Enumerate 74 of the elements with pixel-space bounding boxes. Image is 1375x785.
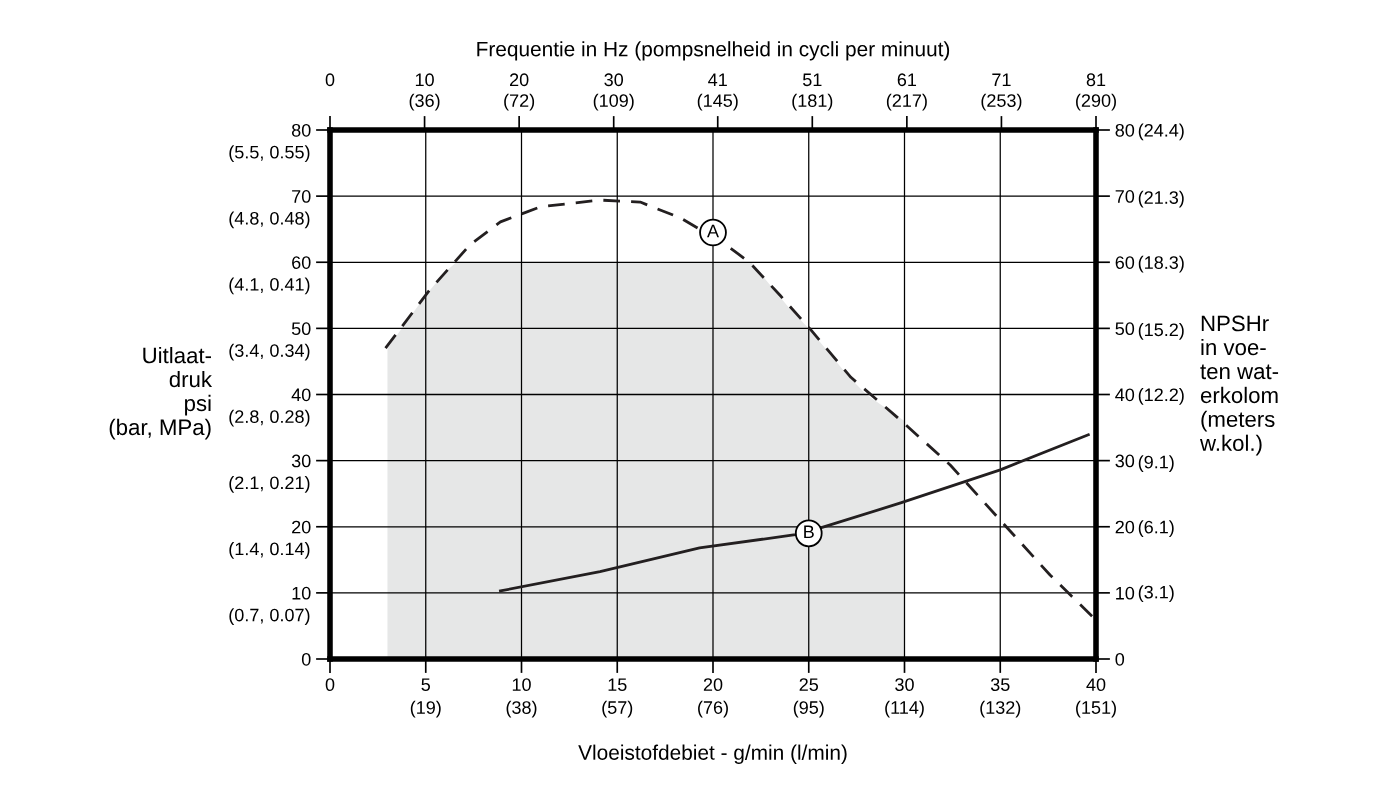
y2-tick-label: 20 <box>1115 520 1135 534</box>
y3-tick-label: (12.2) <box>1138 387 1184 405</box>
text: (145) <box>697 93 738 111</box>
y3-tick-label: (18.3) <box>1138 255 1184 273</box>
text: (0.7, 0.07) <box>229 608 310 625</box>
y-tick-label: 60 <box>292 256 311 269</box>
y2-tick-label: 40 <box>1115 388 1135 402</box>
x-tick-label: 35 <box>990 678 1010 692</box>
x-tick-label: 30 <box>895 678 914 692</box>
text: (109) <box>593 93 634 111</box>
text: (5.5, 0.55) <box>229 145 310 163</box>
x-tick-label: 25 <box>799 678 819 692</box>
text: (3.4, 0.34) <box>229 343 310 361</box>
x2-tick-label: 41 <box>708 73 727 86</box>
x2-tick-label: 30 <box>604 73 624 87</box>
x-tick-label: 10 <box>512 678 531 692</box>
y2-tick-label: 60 <box>1115 256 1135 269</box>
x-tick-label: 0 <box>325 678 335 692</box>
text: (151) <box>1076 700 1116 718</box>
y-tick-label: 70 <box>292 190 311 203</box>
text: (290) <box>1076 93 1116 111</box>
text: (253) <box>981 93 1022 111</box>
text: (36) <box>409 93 440 111</box>
y3-tick-label: (15.2) <box>1138 322 1184 340</box>
y2-axis-title: NPSHr in voe- ten wat- erkolom (meters w.kol.) <box>1199 315 1279 456</box>
y-tick-label: 20 <box>292 520 311 534</box>
text: (72) <box>504 93 535 111</box>
text: (132) <box>980 700 1021 718</box>
x2-tick-label: 10 <box>415 73 434 87</box>
y3-tick-label: (24.4) <box>1138 123 1184 141</box>
y-axis-title: Uitlaat- druk psi (bar, MPa) <box>109 347 213 440</box>
x2-tick-label: 0 <box>325 73 335 87</box>
y3-tick-label: (6.1) <box>1138 520 1174 538</box>
text: (2.8, 0.28) <box>229 409 310 427</box>
x-axis-title: Vloeistofdebiet - g/min (l/min) <box>578 744 847 764</box>
x2-tick-label: 81 <box>1086 73 1106 87</box>
text: (181) <box>792 93 833 111</box>
text: (2.1, 0.21) <box>229 475 310 493</box>
x-tick-label: 20 <box>703 678 723 692</box>
y-tick-label: 80 <box>291 123 311 137</box>
text: (1.4, 0.14) <box>229 542 310 559</box>
y-tick-label: 0 <box>301 652 311 666</box>
text: (95) <box>793 700 824 718</box>
y-tick-label: 40 <box>291 388 311 402</box>
text: (19) <box>410 700 441 718</box>
y3-tick-label: (21.3) <box>1138 190 1184 208</box>
y3-tick-label: (3.1) <box>1138 585 1174 603</box>
y-tick-label: 50 <box>291 322 311 336</box>
x-tick-label: 15 <box>608 678 627 692</box>
text: (114) <box>885 700 924 718</box>
x-tick-label: 40 <box>1086 678 1106 692</box>
annotation: B <box>804 525 814 539</box>
y2-tick-label: 50 <box>1115 322 1135 336</box>
x2-tick-label: 51 <box>802 73 822 87</box>
text: (4.1, 0.41) <box>229 277 310 295</box>
y2-tick-label: 0 <box>1115 652 1125 666</box>
annotation: A <box>707 224 719 238</box>
y-tick-label: 30 <box>291 454 311 468</box>
x2-tick-label: 20 <box>510 73 529 87</box>
text: (57) <box>602 700 633 718</box>
text: (217) <box>886 93 927 111</box>
text: (4.8, 0.48) <box>229 211 310 229</box>
x2-axis-title: Frequentie in Hz (pompsnelheid in cycli per minuut) <box>477 41 950 61</box>
y3-tick-label: (9.1) <box>1138 455 1174 472</box>
x-tick-label: 5 <box>421 678 431 692</box>
y2-tick-label: 80 <box>1115 123 1135 137</box>
y2-tick-label: 30 <box>1115 454 1135 468</box>
y2-tick-label: 10 <box>1116 586 1135 600</box>
text: (76) <box>698 700 728 718</box>
y2-tick-label: 70 <box>1115 190 1135 203</box>
y-tick-label: 10 <box>292 586 311 600</box>
x2-tick-label: 71 <box>992 73 1011 86</box>
text: (38) <box>506 700 537 718</box>
x2-tick-label: 61 <box>897 73 917 87</box>
